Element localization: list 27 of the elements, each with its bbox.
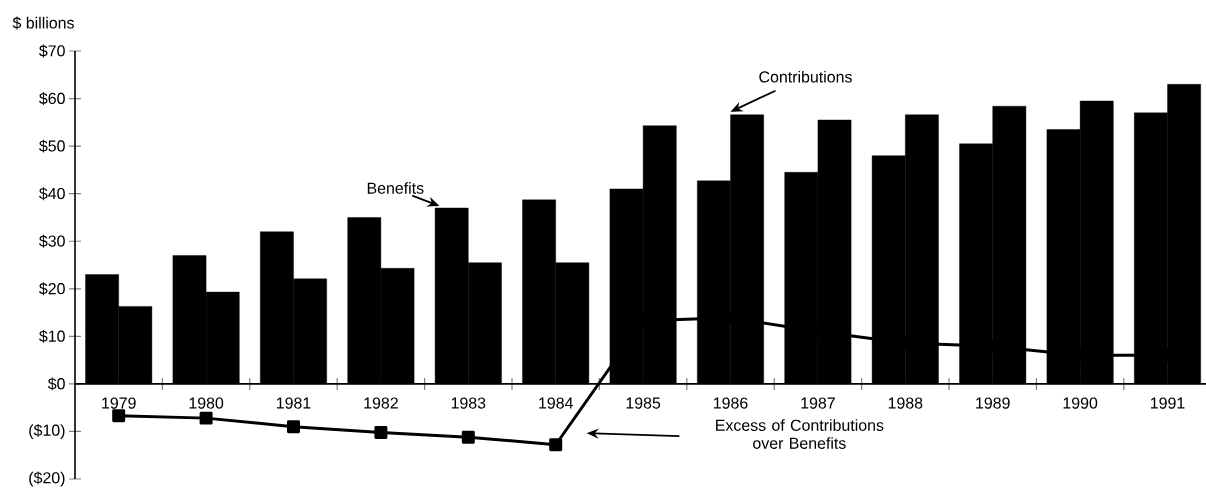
x-tick-label: 1981 [276,397,311,409]
y-axis-title: $ billions [12,16,74,30]
x-tick-label: 1983 [451,397,486,409]
y-tick-label: $10 [39,329,65,343]
x-tick-label: 1990 [1063,397,1098,409]
y-tick-label: ($10) [29,423,65,439]
annotation: Benefits [367,182,424,194]
x-tick-label: 1988 [888,397,923,409]
y-tick-label: $0 [47,377,65,391]
y-tick-label: $40 [39,187,65,201]
x-tick-label: 1989 [976,397,1010,409]
y-tick-label: $20 [39,282,65,296]
x-tick-label: 1986 [713,397,748,409]
annotation: Contributions [759,70,852,83]
x-tick-label: 1979 [102,397,136,409]
x-tick-label: 1982 [364,397,398,409]
x-tick-label: 1991 [1151,397,1185,409]
y-tick-label: $70 [39,44,65,58]
y-tick-label: ($20) [29,471,65,487]
y-tick-label: $30 [39,234,65,248]
x-tick-label: 1987 [801,397,835,409]
y-tick-label: $50 [39,139,65,153]
annotation: Excess of Contributions over Benefits [716,419,884,449]
x-tick-label: 1985 [626,397,661,409]
x-tick-label: 1984 [539,397,573,409]
x-tick-label: 1980 [189,397,224,409]
y-tick-label: $60 [39,92,65,106]
